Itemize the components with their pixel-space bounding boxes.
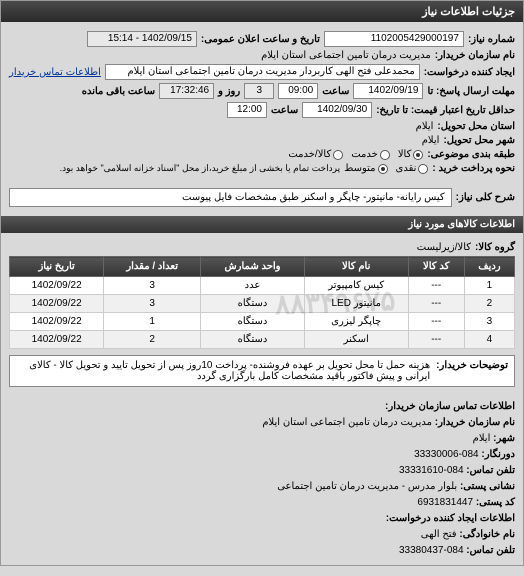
contact-link[interactable]: اطلاعات تماس خریدار <box>9 67 101 78</box>
contact-header: اطلاعات تماس سازمان خریدار: <box>9 399 515 415</box>
table-header: تعداد / مقدار <box>104 257 201 277</box>
info-section: شماره نیاز: 1102005429000197 تاریخ و ساع… <box>1 22 523 183</box>
family-label: نام خانوادگی: <box>459 529 515 540</box>
table-header: نام کالا <box>304 257 408 277</box>
days-label: روز و <box>218 86 240 97</box>
goods-group-label: گروه کالا: <box>475 242 515 253</box>
phone-label: تلفن تماس: <box>466 465 515 476</box>
postal-value: 6931831447 <box>417 497 473 508</box>
creator-contact-header: اطلاعات ایجاد کننده درخواست: <box>9 511 515 527</box>
table-row: 4---اسکنردستگاه21402/09/22 <box>10 331 515 349</box>
radio-cash[interactable]: نقدی <box>396 163 429 174</box>
radio-both[interactable]: کالا/خدمت <box>288 149 343 160</box>
cphone-label: تلفن تماس: <box>466 545 515 556</box>
validity-label: حداقل تاریخ اعتبار قیمت: تا تاریخ: <box>376 105 515 116</box>
need-title-label: شرح کلی نیاز: <box>456 192 515 203</box>
time-label-2: ساعت <box>271 105 298 116</box>
table-header: واحد شمارش <box>201 257 305 277</box>
items-table: ردیفکد کالانام کالاواحد شمارشتعداد / مقد… <box>9 256 515 349</box>
payment-radio-group: نقدی متوسط <box>344 163 428 174</box>
addr-value: بلوار مدرس - مدیریت درمان تامین اجتماعی <box>277 481 457 492</box>
topic-group-label: طبقه بندی موضوعی: <box>427 149 515 160</box>
days-remain: 3 <box>244 83 274 99</box>
notes-text: هزینه حمل تا محل تحویل بر عهده فروشنده- … <box>16 360 430 382</box>
time-label-1: ساعت <box>322 86 349 97</box>
req-no-label: شماره نیاز: <box>468 34 515 45</box>
announce-label: تاریخ و ساعت اعلان عمومی: <box>201 34 320 45</box>
topic-radio-group: کالا خدمت کالا/خدمت <box>288 149 423 160</box>
delivery-city-label: شهر محل تحویل: <box>443 135 515 146</box>
org-label: نام سازمان خریدار: <box>435 417 515 428</box>
remain-suffix: ساعت باقی مانده <box>82 86 155 97</box>
delivery-state-label: استان محل تحویل: <box>437 121 515 132</box>
notes-label: توضیحات خریدار: <box>436 360 508 382</box>
table-row: 1---کیس کامپیوترعدد31402/09/22 <box>10 277 515 295</box>
precode-value: 084-33330006 <box>414 449 479 460</box>
delivery-city: ایلام <box>422 135 440 146</box>
postal-label: کد پستی: <box>476 497 515 508</box>
addr-label: نشانی پستی: <box>460 481 515 492</box>
panel-header: جزئیات اطلاعات نیاز <box>1 1 523 22</box>
table-header: تاریخ نیاز <box>10 257 104 277</box>
city-value: ایلام <box>473 433 491 444</box>
family-value: فتح الهی <box>421 529 457 540</box>
time-remain: 17:32:46 <box>159 83 214 99</box>
deadline-date: 1402/09/19 <box>353 83 423 99</box>
creator-value: محمدعلی فتح الهی کاربردار مدیریت درمان ت… <box>105 64 420 80</box>
phone-value: 084-33331610 <box>399 465 464 476</box>
delivery-state: ایلام <box>416 121 434 132</box>
deadline-label: مهلت ارسال پاسخ: تا <box>427 86 515 97</box>
payment-note: پرداخت تمام یا بخشی از مبلغ خرید،از محل … <box>60 163 340 174</box>
announce-value: 1402/09/15 - 15:14 <box>87 31 197 47</box>
req-no-value: 1102005429000197 <box>324 31 464 47</box>
payment-label: نحوه پرداخت خرید : <box>432 163 515 174</box>
table-header: ردیف <box>464 257 514 277</box>
main-panel: جزئیات اطلاعات نیاز شماره نیاز: 11020054… <box>0 0 524 566</box>
city-label: شهر: <box>493 433 515 444</box>
buyer-name-label: نام سازمان خریدار: <box>435 50 515 61</box>
precode-label: دورنگار: <box>481 449 515 460</box>
deadline-time: 09:00 <box>278 83 318 99</box>
buyer-name-value: مدیریت درمان تامین اجتماعی استان ایلام <box>261 50 431 61</box>
goods-group: کالا/زیرلیست <box>417 242 471 253</box>
org-value: مدیریت درمان تامین اجتماعی استان ایلام <box>262 417 432 428</box>
validity-date: 1402/09/30 <box>302 102 372 118</box>
creator-label: ایجاد کننده درخواست: <box>424 67 515 78</box>
table-row: 3---چاپگر لیزریدستگاه11402/09/22 <box>10 313 515 331</box>
table-header: کد کالا <box>408 257 464 277</box>
need-title: کیس رایانه- مانیتور- چاپگر و اسکنر طبق م… <box>9 188 452 207</box>
radio-service[interactable]: خدمت <box>351 149 390 160</box>
items-header: اطلاعات کالاهای مورد نیاز <box>1 216 523 233</box>
radio-medium[interactable]: متوسط <box>344 163 387 174</box>
notes-box: توضیحات خریدار: هزینه حمل تا محل تحویل ب… <box>9 355 515 387</box>
contact-section: اطلاعات تماس سازمان خریدار: نام سازمان خ… <box>1 393 523 565</box>
radio-goods[interactable]: کالا <box>398 149 424 160</box>
validity-time: 12:00 <box>227 102 267 118</box>
table-row: 2---مانیتور LEDدستگاه31402/09/22 <box>10 295 515 313</box>
cphone-value: 084-33380437 <box>399 545 464 556</box>
